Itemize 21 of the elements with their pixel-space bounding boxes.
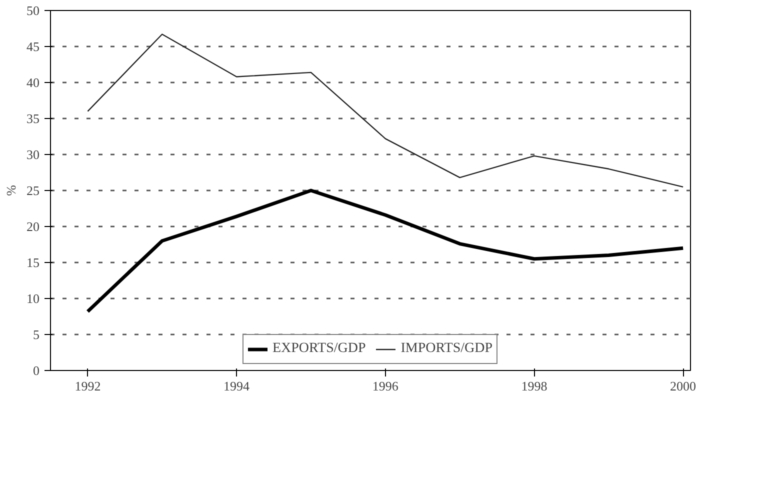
x-tick-label: 1998 [521, 378, 548, 394]
y-tick-label: 50 [26, 3, 40, 18]
y-tick-label: 30 [26, 147, 40, 162]
y-tick-label: 10 [26, 291, 40, 306]
y-tick-label: 15 [26, 255, 40, 270]
legend-label: IMPORTS/GDP [400, 341, 493, 357]
y-tick-label: 45 [26, 39, 40, 54]
x-tick-label: 2000 [670, 378, 696, 394]
y-tick-label: 40 [26, 75, 40, 90]
x-tick-label: 1992 [74, 378, 101, 394]
y-tick-label: 5 [33, 327, 40, 342]
x-tick-label: 1996 [372, 378, 399, 394]
legend-label: EXPORTS/GDP [272, 341, 366, 357]
x-tick-label: 1994 [224, 378, 250, 394]
line-series [87, 34, 684, 188]
y-tick-label: 20 [26, 219, 40, 234]
line-series [86, 188, 685, 314]
y-tick-label: 0 [33, 363, 40, 378]
y-tick-label: 25 [26, 183, 40, 198]
y-tick-label: 35 [26, 111, 40, 126]
y-axis-title: % [4, 184, 18, 196]
